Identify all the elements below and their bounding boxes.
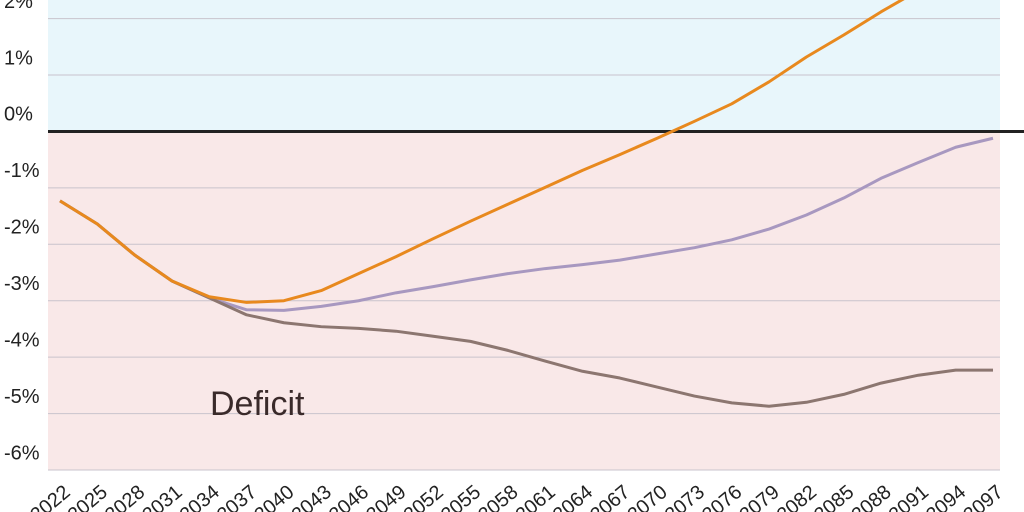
y-tick-label: 2%	[4, 0, 33, 13]
y-tick-label: -6%	[4, 442, 40, 464]
y-tick-label: -4%	[4, 329, 40, 351]
y-tick-label: -5%	[4, 386, 40, 408]
y-tick-label: 1%	[4, 47, 33, 69]
surplus-region	[48, 0, 1000, 132]
series-line	[59, 199, 993, 408]
annotation: Deficit	[210, 385, 305, 423]
lines	[59, 0, 994, 408]
y-tick-label: 0%	[4, 104, 33, 126]
y-tick-label: -3%	[4, 273, 40, 295]
y-tick-label: -2%	[4, 217, 40, 239]
y-tick-label: -1%	[4, 160, 40, 182]
series-line	[59, 0, 905, 304]
